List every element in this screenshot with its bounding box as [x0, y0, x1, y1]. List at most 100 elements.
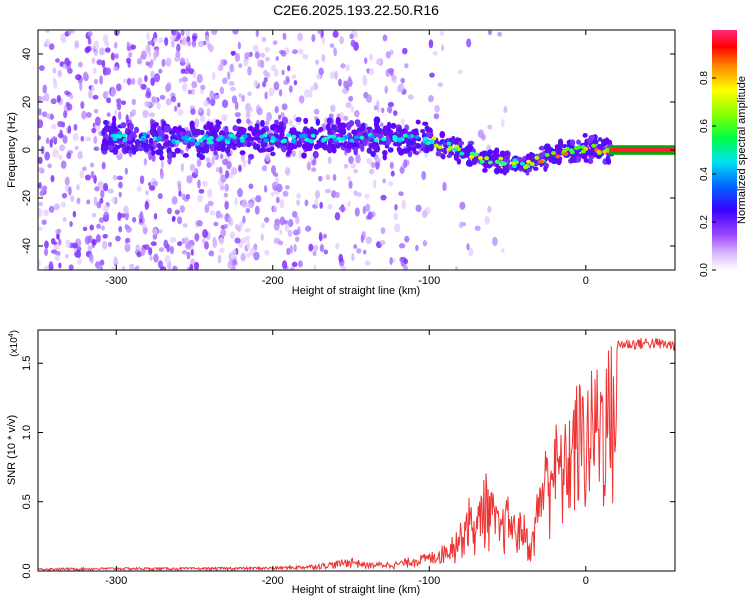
- spectrogram-y-tick-label-1: -20: [21, 190, 33, 206]
- spectrogram-noise-cell: [218, 166, 223, 174]
- spectrogram-ridge-cell: [128, 122, 134, 131]
- spectrogram-noise-cell: [161, 58, 166, 67]
- spectrogram-ridge-cell: [232, 125, 238, 132]
- spectrogram-noise-cell: [101, 161, 106, 170]
- spectrogram-noise-cell: [143, 158, 148, 166]
- spectrogram-noise-cell: [196, 73, 203, 84]
- spectrogram-noise-cell: [153, 51, 157, 61]
- spectrogram-peak-cell: [194, 141, 200, 146]
- spectrogram-ridge-cell: [429, 145, 434, 152]
- spectrogram-noise-cell: [45, 30, 50, 34]
- snr-x-tick-label-0: -300: [105, 575, 127, 587]
- spectrogram-noise-cell: [92, 67, 97, 75]
- spectrogram-noise-cell: [214, 94, 220, 100]
- spectrogram-ridge-cell: [424, 146, 430, 154]
- spectrogram-noise-cell: [369, 53, 374, 61]
- spectrogram-noise-cell: [247, 91, 252, 97]
- colorbar-tick-label-4: 0.8: [699, 71, 710, 85]
- spectrogram-noise-cell: [218, 237, 225, 245]
- spectrogram-x-tick-label-2: -100: [418, 275, 440, 287]
- colorbar-tick-label-2: 0.4: [699, 167, 710, 181]
- spectrogram-ridge-cell: [457, 140, 465, 146]
- spectrogram-noise-cell: [42, 209, 49, 217]
- spectrogram-noise-cell: [103, 182, 109, 192]
- spectrogram-noise-cell: [404, 63, 409, 69]
- spectrogram-ridge-cell: [453, 152, 460, 159]
- spectrogram-noise-cell: [288, 218, 294, 228]
- spectrogram-peak-cell: [198, 138, 204, 143]
- spectrogram-ridge-cell: [312, 150, 319, 159]
- spectrogram-noise-cell: [183, 68, 190, 75]
- spectrogram-noise-cell: [99, 259, 105, 266]
- spectrogram-noise-cell: [242, 215, 246, 224]
- spectrogram-noise-cell: [152, 233, 158, 240]
- spectrogram-noise-cell: [61, 192, 68, 199]
- colorbar-tick-label-3: 0.6: [699, 119, 710, 133]
- spectrogram-noise-cell: [227, 172, 234, 179]
- spectrogram-noise-cell: [304, 225, 312, 232]
- spectrogram-noise-cell: [169, 35, 176, 41]
- spectrogram-noise-cell: [149, 255, 153, 261]
- spectrogram-noise-cell: [390, 170, 395, 177]
- spectrogram-noise-cell: [365, 203, 371, 212]
- spectrogram-noise-cell: [343, 80, 348, 89]
- spectrogram-noise-cell: [177, 102, 181, 108]
- spectrogram-noise-cell: [468, 247, 474, 257]
- spectrogram-noise-cell: [64, 176, 70, 186]
- spectrogram-ridge-cell: [583, 158, 590, 163]
- spectrogram-noise-cell: [160, 170, 164, 180]
- spectrogram-peak-cell: [568, 148, 574, 153]
- spectrogram-noise-cell: [213, 221, 219, 227]
- spectrogram-noise-cell: [38, 108, 42, 116]
- spectrogram-noise-cell: [334, 212, 341, 221]
- spectrogram-noise-cell: [323, 249, 329, 255]
- spectrogram-y-tick-label-3: 20: [21, 96, 33, 108]
- spectrogram-noise-cell: [291, 150, 296, 157]
- spectrogram-noise-cell: [434, 104, 440, 113]
- spectrogram-ridge-cell: [554, 144, 561, 149]
- spectrogram-ridge-cell: [329, 137, 334, 144]
- spectrogram-noise-cell: [209, 210, 216, 216]
- spectrogram-noise-cell: [113, 256, 118, 265]
- spectrogram-noise-cell: [94, 116, 101, 126]
- spectrogram-noise-cell: [170, 39, 175, 48]
- spectrogram-ridge-cell: [351, 129, 358, 135]
- spectrogram-peak-cell: [477, 155, 483, 160]
- spectrogram-noise-cell: [73, 123, 78, 131]
- spectrogram-noise-cell: [481, 133, 486, 141]
- spectrogram-ridge-cell: [220, 147, 226, 152]
- spectrogram-noise-cell: [375, 157, 381, 163]
- spectrogram-noise-cell: [165, 98, 172, 106]
- spectrogram-noise-cell: [245, 208, 251, 214]
- spectrogram-noise-cell: [348, 155, 354, 165]
- spectrogram-noise-cell: [335, 242, 340, 250]
- spectrogram-noise-cell: [297, 32, 304, 42]
- spectrogram-noise-cell: [158, 247, 165, 252]
- spectrogram-ridge-cell: [142, 146, 150, 153]
- spectrogram-noise-cell: [58, 262, 62, 269]
- spectrogram-noise-cell: [131, 98, 137, 106]
- spectrogram-noise-cell: [50, 98, 57, 105]
- spectrogram-noise-cell: [40, 187, 45, 194]
- spectrogram-ridge-cell: [508, 165, 513, 170]
- spectrogram-noise-cell: [264, 217, 270, 223]
- spectrogram-ridge-cell: [163, 142, 169, 147]
- spectrogram-noise-cell: [293, 229, 299, 236]
- spectrogram-noise-cell: [360, 234, 364, 244]
- spectrogram-noise-cell: [147, 40, 154, 46]
- snr-x-tick-label-3: 0: [583, 575, 589, 587]
- spectrogram-y-tick-label-0: -40: [21, 238, 33, 254]
- spectrogram-noise-cell: [288, 85, 293, 93]
- spectrogram-ridge-cell: [303, 126, 308, 132]
- spectrogram-noise-cell: [48, 43, 55, 50]
- spectrogram-x-tick-label-1: -200: [262, 275, 284, 287]
- spectrogram-noise-cell: [291, 74, 297, 79]
- spectrogram-noise-cell: [321, 54, 326, 62]
- spectrogram-noise-cell: [388, 181, 394, 187]
- snr-scale-base: (x10: [9, 337, 20, 357]
- spectrogram-noise-cell: [215, 166, 220, 173]
- spectrogram-noise-cell: [454, 265, 459, 270]
- spectrogram-noise-cell: [65, 253, 69, 259]
- spectrogram-peak-cell: [373, 138, 379, 143]
- spectrogram-noise-cell: [347, 76, 352, 84]
